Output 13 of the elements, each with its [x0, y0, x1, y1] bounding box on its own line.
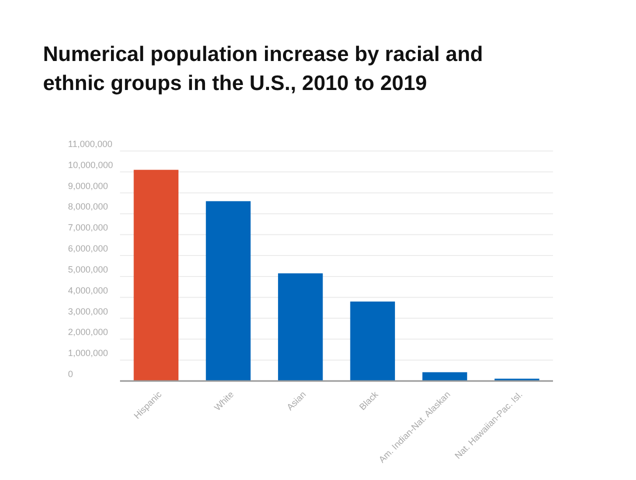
y-tick-label: 11,000,000: [68, 139, 112, 149]
y-tick-label: 3,000,000: [68, 306, 108, 316]
y-tick-label: 6,000,000: [68, 244, 108, 254]
chart-title: Numerical population increase by racial and ethnic groups in the U.S., 2010 to 2019: [43, 43, 483, 95]
y-tick-label: 9,000,000: [68, 180, 108, 191]
y-tick-label: 0: [68, 369, 74, 379]
y-tick-label: 4,000,000: [68, 285, 108, 296]
y-tick-label: 5,000,000: [68, 264, 108, 274]
y-tick-label: 8,000,000: [68, 202, 108, 212]
y-tick-label: 10,000,000: [68, 160, 114, 170]
y-tick-label: 7,000,000: [68, 222, 108, 233]
y-tick-label: 1,000,000: [68, 348, 108, 358]
y-tick-label: 2,000,000: [68, 327, 108, 338]
